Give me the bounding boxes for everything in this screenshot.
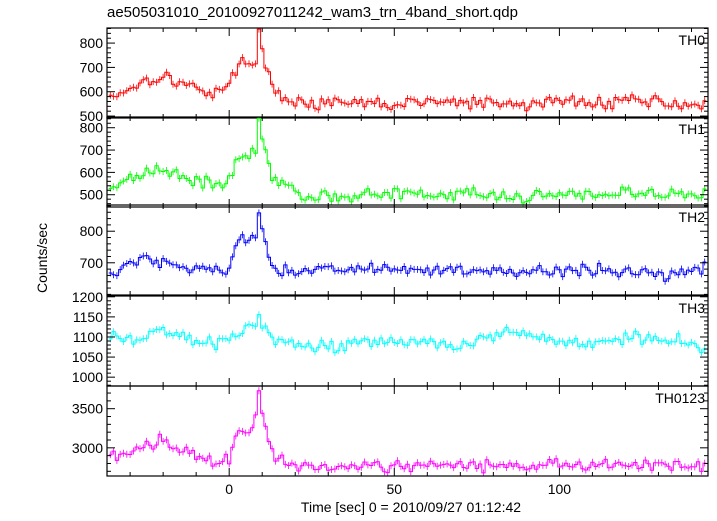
y-tick-label: 1100 <box>73 329 103 345</box>
panel-frame <box>106 27 709 119</box>
error-bars <box>109 209 706 285</box>
panel-th1: 500 600 700 800 TH1 <box>80 116 709 208</box>
y-tick-label: 800 <box>80 35 104 51</box>
y-tick-label: 1000 <box>72 369 103 385</box>
panel-th0: 500 600 700 800 TH0 <box>80 27 709 124</box>
x-tick-label: 50 <box>387 481 403 497</box>
y-tick-label: 1200 <box>72 289 103 305</box>
series-th0 <box>108 28 707 115</box>
y-tick-label: 3500 <box>72 401 103 417</box>
curve-line <box>108 212 707 282</box>
y-tick-label: 1050 <box>72 349 103 365</box>
y-tick-label: 700 <box>80 255 104 271</box>
error-bars <box>109 117 706 207</box>
series-th0123 <box>108 387 707 476</box>
panel-label: TH2 <box>679 209 706 225</box>
error-bars <box>109 28 706 115</box>
series-th1 <box>108 117 707 207</box>
y-tick-label: 600 <box>80 84 104 100</box>
y-tick-label: 500 <box>80 187 104 203</box>
curve-line <box>108 117 707 204</box>
curve-line <box>108 314 707 354</box>
panel-frame <box>106 204 709 296</box>
panel-frame <box>106 116 709 208</box>
y-tick-label: 800 <box>80 223 104 239</box>
y-tick-label: 1150 <box>73 309 103 325</box>
panel-th0123: 3000 3500 TH0123 0 50 100 <box>72 385 709 497</box>
panel-label: TH0123 <box>655 390 705 406</box>
y-axis-label: Counts/sec <box>34 223 50 293</box>
panel-label: TH1 <box>679 121 706 137</box>
panel-th3: 1000 1050 1100 1150 1200 TH3 <box>72 289 709 387</box>
series-th2 <box>108 209 707 285</box>
panel-label: TH0 <box>679 32 706 48</box>
panel-frame <box>106 385 709 477</box>
panel-th2: 700 800 TH2 <box>80 204 709 296</box>
chart-title: ae505031010_20100927011242_wam3_trn_4ban… <box>107 4 518 21</box>
x-axis-label: Time [sec] 0 = 2010/09/27 01:12:42 <box>301 499 521 515</box>
y-tick-label: 700 <box>80 142 104 158</box>
y-tick-label: 500 <box>80 108 104 124</box>
y-tick-label: 800 <box>80 120 104 136</box>
curve-line <box>108 390 707 474</box>
series-th3 <box>108 311 707 357</box>
error-bars <box>109 311 706 357</box>
y-tick-label: 3000 <box>72 440 103 456</box>
x-tick-label: 100 <box>548 481 572 497</box>
error-bars <box>109 387 706 476</box>
panel-label: TH3 <box>679 300 706 316</box>
y-tick-label: 700 <box>80 59 104 75</box>
x-tick-label: 0 <box>225 481 233 497</box>
y-tick-label: 600 <box>80 164 104 180</box>
